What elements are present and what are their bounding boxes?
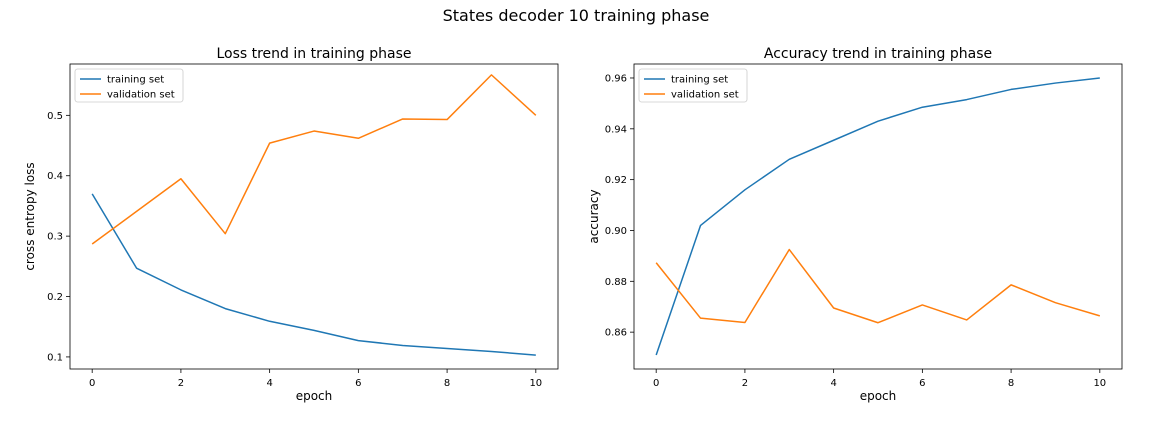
x-tick-label: 0 [89, 378, 95, 389]
y-tick-label: 0.88 [605, 277, 627, 288]
series-line-1 [655, 248, 1101, 324]
y-tick-label: 0.94 [605, 124, 627, 135]
x-tick-label: 2 [742, 378, 748, 389]
y-tick-label: 0.86 [605, 328, 627, 339]
x-tick-label: 10 [529, 378, 542, 389]
y-tick-label: 0.92 [605, 175, 627, 186]
x-axis-label: epoch [860, 389, 897, 403]
y-tick-label: 0.96 [605, 73, 627, 84]
y-tick-label: 0.2 [47, 292, 63, 303]
x-tick-label: 4 [266, 378, 272, 389]
chart-title: Accuracy trend in training phase [764, 46, 992, 62]
y-tick-label: 0.5 [47, 111, 63, 122]
x-tick-label: 2 [178, 378, 184, 389]
y-tick-label: 0.4 [47, 171, 63, 182]
x-axis-label: epoch [296, 389, 333, 403]
axes-frame [69, 63, 559, 370]
axes-frame [633, 63, 1123, 370]
series-line-1 [91, 74, 537, 245]
x-tick-label: 8 [444, 378, 450, 389]
charts-container: 0 2 4 6 8 10 0.1 0.2 0.3 0.4 0.5 Loss trend in trai… [23, 46, 1123, 403]
legend-label-0: training set [671, 75, 728, 86]
y-tick-label: 0.3 [47, 232, 63, 243]
chart-0: 0 2 4 6 8 10 0.1 0.2 0.3 0.4 0.5 Loss trend in trai… [23, 46, 559, 403]
y-tick-label: 0.90 [605, 226, 627, 237]
x-tick-label: 6 [919, 378, 925, 389]
y-tick-label: 0.1 [47, 352, 63, 363]
y-axis-label: accuracy [587, 189, 601, 243]
series-line-0 [655, 77, 1100, 356]
x-tick-label: 10 [1093, 378, 1106, 389]
legend: training set validation set [74, 68, 184, 103]
legend-box [74, 68, 184, 103]
chart-title: Loss trend in training phase [216, 46, 411, 62]
legend-box [638, 68, 748, 103]
series-line-0 [91, 193, 536, 356]
x-tick-label: 6 [355, 378, 361, 389]
chart-1: 0 2 4 6 8 10 0.86 0.88 0.90 0.92 0.94 0.96 Accuracy … [587, 46, 1123, 403]
y-axis-label: cross entropy loss [23, 162, 37, 270]
figure-suptitle: States decoder 10 training phase [443, 6, 710, 25]
legend-label-0: training set [107, 75, 164, 86]
x-tick-label: 8 [1008, 378, 1014, 389]
legend-label-1: validation set [671, 90, 739, 101]
legend-label-1: validation set [107, 90, 175, 101]
x-tick-label: 0 [653, 378, 659, 389]
x-tick-label: 4 [830, 378, 836, 389]
legend: training set validation set [638, 68, 748, 103]
